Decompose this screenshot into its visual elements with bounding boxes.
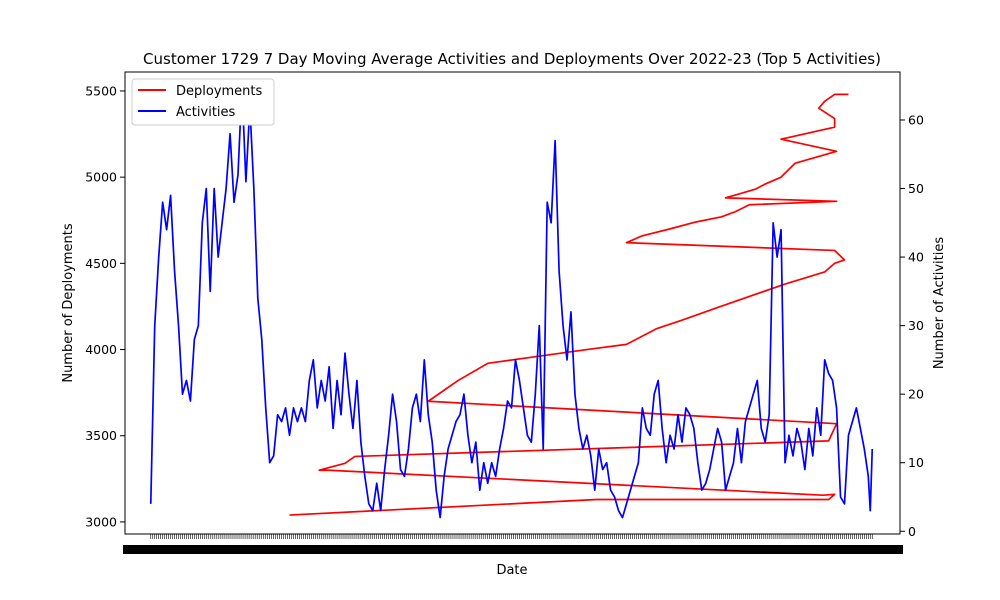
left-y-tick-label-0: 3000 xyxy=(85,514,117,529)
series-line-deployments xyxy=(289,93,849,516)
right-y-tick-label-4: 40 xyxy=(908,250,924,265)
right-y-axis-ticks: 0 10 20 30 40 50 60 xyxy=(900,112,924,539)
x-ticks-path xyxy=(150,534,873,539)
legend-label-deployments: Deployments xyxy=(176,84,263,99)
right-y-axis-label: Number of Activities xyxy=(932,237,947,370)
left-y-axis-label: Number of Deployments xyxy=(61,223,76,383)
series-layer xyxy=(149,84,874,519)
x-tick-labels-overlap xyxy=(123,545,903,554)
right-y-tick-label-1: 10 xyxy=(908,455,924,470)
right-y-tick-label-3: 30 xyxy=(908,318,924,333)
left-y-tick-label-1: 3500 xyxy=(85,428,117,443)
right-y-tick-label-6: 60 xyxy=(908,112,924,127)
x-axis-ticks xyxy=(123,534,903,554)
legend-label-activities: Activities xyxy=(176,105,236,120)
left-y-tick-label-3: 4500 xyxy=(85,256,117,271)
plot-frame xyxy=(124,71,901,535)
plot-area xyxy=(124,71,901,535)
left-y-tick-label-5: 5500 xyxy=(85,83,117,98)
legend-box xyxy=(131,78,275,126)
left-y-tick-label-4: 5000 xyxy=(85,170,117,185)
right-y-tick-label-2: 20 xyxy=(908,387,924,402)
series-line-activities xyxy=(149,84,874,519)
legend: Deployments Activities xyxy=(131,78,275,126)
left-y-tick-label-2: 4000 xyxy=(85,342,117,357)
left-y-axis-ticks: 3000 3500 4000 4500 5000 5500 xyxy=(85,83,125,529)
x-axis-label: Date xyxy=(496,563,527,578)
chart-title: Customer 1729 7 Day Moving Average Activ… xyxy=(143,50,881,68)
right-y-tick-label-0: 0 xyxy=(908,524,916,539)
right-y-tick-label-5: 50 xyxy=(908,181,924,196)
